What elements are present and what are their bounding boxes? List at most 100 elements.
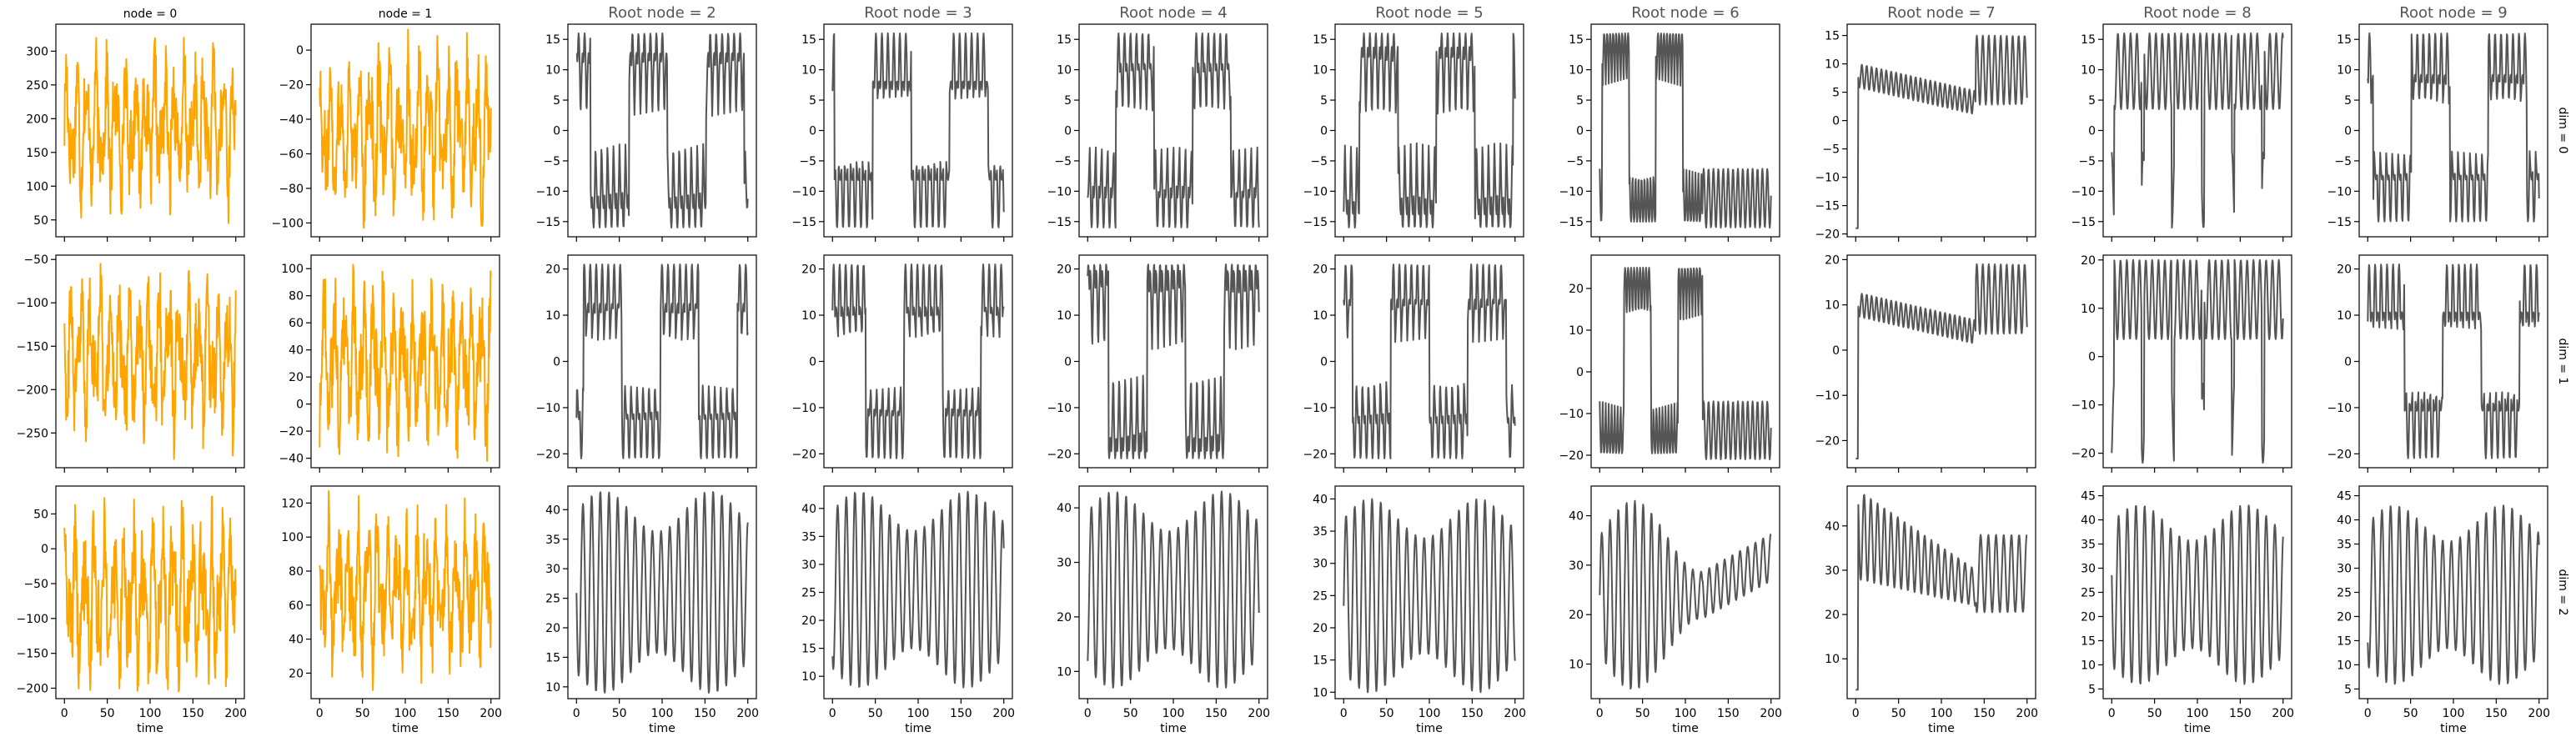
y-tick-label: 20 xyxy=(545,622,560,635)
y-tick-label: −15 xyxy=(1815,200,1840,213)
subplot-r1-c5: −20 −10 0 10 20 xyxy=(1303,254,1524,473)
series-line xyxy=(575,263,749,459)
subplot-r0-c6: −15 −10 −5 0 5 10 15 Root node = 6 xyxy=(1559,4,1780,242)
y-tick-label: −5 xyxy=(2334,155,2352,168)
y-tick-label: 10 xyxy=(2081,659,2096,672)
y-tick-label: −100 xyxy=(17,613,48,626)
subplot-r1-c7: −20 −10 0 10 20 xyxy=(1815,253,2036,473)
series-line xyxy=(2111,504,2284,685)
subplot-r1-c0: −250 −200 −150 −100 −50 xyxy=(17,253,245,473)
x-tick-label: 150 xyxy=(2229,707,2252,720)
x-tick-label: 200 xyxy=(2528,707,2550,720)
y-tick-label: 20 xyxy=(289,667,304,680)
y-tick-label: 25 xyxy=(801,587,816,600)
y-tick-label: 10 xyxy=(2081,303,2096,316)
x-tick-label: 50 xyxy=(1635,707,1650,720)
x-tick-label: 100 xyxy=(1162,707,1185,720)
subplot-r0-c9: −15 −10 −5 0 5 10 15 Root node = 9 dim = 0 xyxy=(2327,4,2569,242)
x-tick-label: 100 xyxy=(2443,707,2465,720)
y-tick-label: 15 xyxy=(1313,654,1328,668)
y-tick-label: −10 xyxy=(535,185,560,198)
subplot-r2-c5: 10 15 20 25 30 35 40 0 50 100 150 200 time xyxy=(1313,485,1526,735)
x-axis-label: time xyxy=(1160,722,1187,735)
y-tick-label: 20 xyxy=(2081,254,2096,268)
subplot-r2-c6: 10 20 30 40 0 50 100 150 200 time xyxy=(1569,485,1782,735)
y-tick-label: 25 xyxy=(545,593,560,606)
y-tick-label: 0 xyxy=(1832,115,1840,128)
y-tick-label: −200 xyxy=(17,682,48,695)
series-line xyxy=(1087,32,1260,229)
y-tick-label: 10 xyxy=(1825,299,1840,313)
series-line xyxy=(575,491,749,694)
series-line xyxy=(2367,504,2540,685)
series-line xyxy=(1599,32,1772,229)
x-tick-label: 100 xyxy=(907,707,930,720)
y-tick-label: 40 xyxy=(1569,510,1584,524)
y-tick-label: −20 xyxy=(535,448,560,461)
y-tick-label: 40 xyxy=(545,504,560,517)
y-tick-label: −10 xyxy=(791,185,816,198)
y-tick-label: 35 xyxy=(2081,539,2096,552)
x-axis-label: time xyxy=(1928,722,1955,735)
x-axis-label: time xyxy=(1416,722,1443,735)
x-tick-label: 0 xyxy=(829,707,836,720)
series-line xyxy=(1087,490,1260,689)
x-tick-label: 50 xyxy=(100,707,115,720)
y-tick-label: 5 xyxy=(553,94,560,108)
y-tick-label: 10 xyxy=(1825,653,1840,666)
x-tick-label: 150 xyxy=(1717,707,1740,720)
series-line xyxy=(2367,263,2540,459)
y-tick-label: −10 xyxy=(1815,172,1840,185)
y-tick-label: 40 xyxy=(289,344,304,358)
series-line xyxy=(319,490,492,691)
y-tick-label: 40 xyxy=(1825,520,1840,534)
y-tick-label: 0 xyxy=(553,125,560,138)
y-tick-label: −10 xyxy=(1559,408,1584,421)
y-tick-label: −10 xyxy=(2071,185,2096,198)
y-tick-label: 15 xyxy=(2081,33,2096,47)
x-axis-label: time xyxy=(2440,722,2467,735)
x-tick-label: 200 xyxy=(1760,707,1782,720)
y-tick-label: −10 xyxy=(2327,185,2352,198)
x-tick-label: 0 xyxy=(316,707,324,720)
x-tick-label: 150 xyxy=(2485,707,2508,720)
series-line xyxy=(1343,32,1516,229)
y-tick-label: 5 xyxy=(809,94,816,108)
y-tick-label: 25 xyxy=(2337,587,2352,600)
x-tick-label: 0 xyxy=(1852,707,1860,720)
y-tick-label: 30 xyxy=(1313,558,1328,571)
y-tick-label: 5 xyxy=(1832,87,1840,100)
x-tick-label: 200 xyxy=(224,707,247,720)
y-tick-label: 40 xyxy=(1313,493,1328,506)
x-tick-label: 200 xyxy=(2016,707,2038,720)
y-tick-label: 10 xyxy=(801,309,816,323)
y-tick-label: −50 xyxy=(23,578,48,591)
y-tick-label: −10 xyxy=(2327,402,2352,415)
series-line xyxy=(1087,263,1260,459)
x-axis-label: time xyxy=(392,722,419,735)
y-tick-label: −15 xyxy=(2071,216,2096,229)
subplot-r2-c7: 10 20 30 40 0 50 100 150 200 time xyxy=(1825,485,2038,735)
series-line xyxy=(1343,263,1516,459)
y-tick-label: −20 xyxy=(1815,228,1840,242)
x-tick-label: 200 xyxy=(736,707,759,720)
y-tick-label: 20 xyxy=(1057,611,1072,624)
x-tick-label: 100 xyxy=(1419,707,1441,720)
y-tick-label: −10 xyxy=(2071,399,2096,413)
y-tick-label: 15 xyxy=(1313,33,1328,47)
y-tick-label: −5 xyxy=(543,155,560,168)
y-tick-label: 10 xyxy=(2337,64,2352,78)
x-tick-label: 0 xyxy=(61,707,68,720)
y-tick-label: −5 xyxy=(1822,143,1840,157)
y-tick-label: 0 xyxy=(296,44,304,58)
y-tick-label: 10 xyxy=(1569,64,1584,78)
y-tick-label: −5 xyxy=(799,155,816,168)
y-tick-label: 30 xyxy=(1825,564,1840,578)
subplot-r1-c2: −20 −10 0 10 20 xyxy=(535,254,757,473)
y-tick-label: 20 xyxy=(2337,263,2352,277)
y-tick-label: −15 xyxy=(1559,216,1584,229)
subplot-title: Root node = 3 xyxy=(864,4,972,22)
x-axis-label: time xyxy=(905,722,931,735)
subplot-r0-c8: −15 −10 −5 0 5 10 15 Root node = 8 xyxy=(2071,4,2292,242)
